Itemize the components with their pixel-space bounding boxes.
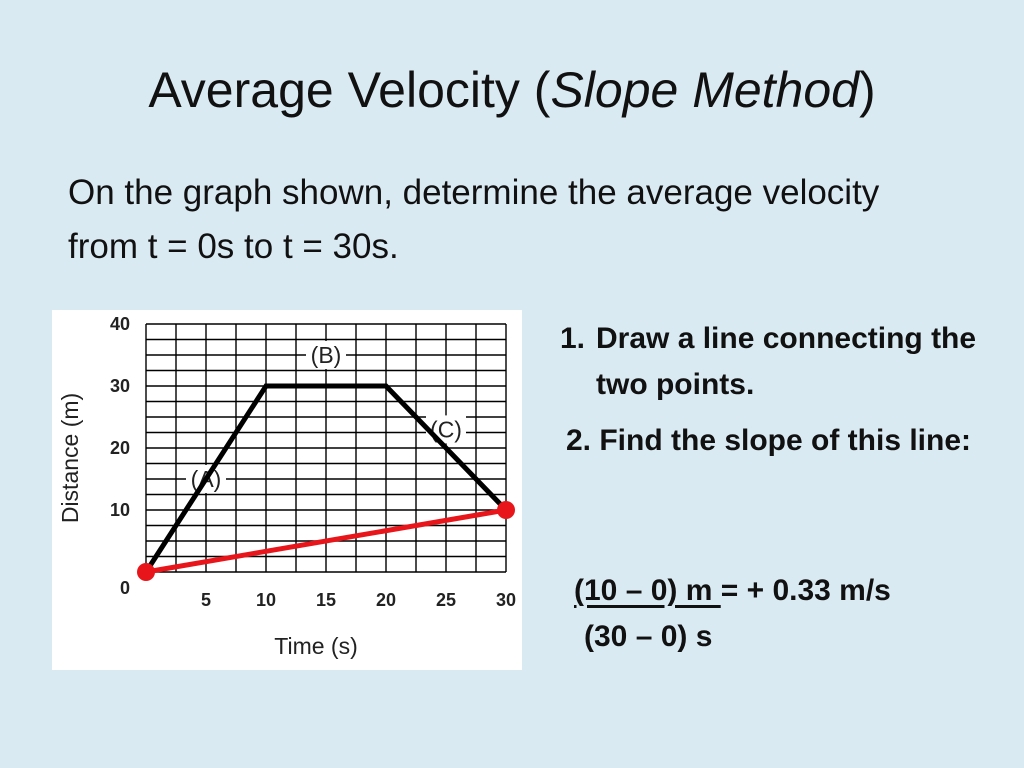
segment-annotation: (B) (311, 342, 342, 368)
question-prompt: On the graph shown, determine the averag… (68, 173, 880, 266)
calc-numerator: (10 – 0) m (574, 574, 721, 607)
x-tick-label: 20 (376, 590, 396, 610)
distance-time-graph: 5 10 15 20 25 30 10 20 30 40 0 Time (s) Distance (m)… (52, 310, 522, 670)
y-tick-label: 30 (110, 376, 130, 396)
distance-line (143, 383, 508, 574)
x-axis-label: Time (s) (274, 633, 357, 659)
chart-svg: 5 10 15 20 25 30 10 20 30 40 0 Time (s) Distance (m)… (57, 314, 516, 659)
step-1: 1. Draw a line connecting the two points… (560, 316, 1000, 408)
calc-denominator: (30 – 0) s (584, 620, 713, 653)
x-tick-label: 15 (316, 590, 336, 610)
y-tick-label: 20 (110, 438, 130, 458)
title-main: Average Velocity ( (148, 62, 551, 118)
x-tick-label: 10 (256, 590, 276, 610)
annotation-background (426, 415, 466, 444)
endpoint-marker (137, 563, 155, 581)
step-2: 2. Find the slope of this line: (566, 424, 972, 457)
step-1-number: 1. (560, 322, 586, 355)
step-1-text: Draw a line connecting the two points. (596, 322, 977, 401)
slide-title: Average Velocity (Slope Method) (0, 60, 1024, 120)
title-close: ) (858, 62, 876, 118)
calc-result: = + 0.33 m/s (720, 574, 891, 607)
title-italic: Slope Method (550, 62, 859, 118)
y-axis-label: Distance (m) (57, 393, 83, 523)
endpoint-marker (497, 501, 515, 519)
y-tick-label: 10 (110, 500, 130, 520)
slope-calculation: (10 – 0) m = + 0.33 m/s (30 – 0) s (574, 568, 891, 660)
y-tick-label: 40 (110, 314, 130, 334)
steps-list: 1. Draw a line connecting the two points… (560, 316, 1000, 464)
origin-label: 0 (120, 578, 130, 598)
annotation-background (306, 341, 346, 369)
x-tick-label: 5 (201, 590, 211, 610)
x-tick-label: 25 (436, 590, 456, 610)
slope-line (145, 507, 507, 575)
x-tick-label: 30 (496, 590, 516, 610)
